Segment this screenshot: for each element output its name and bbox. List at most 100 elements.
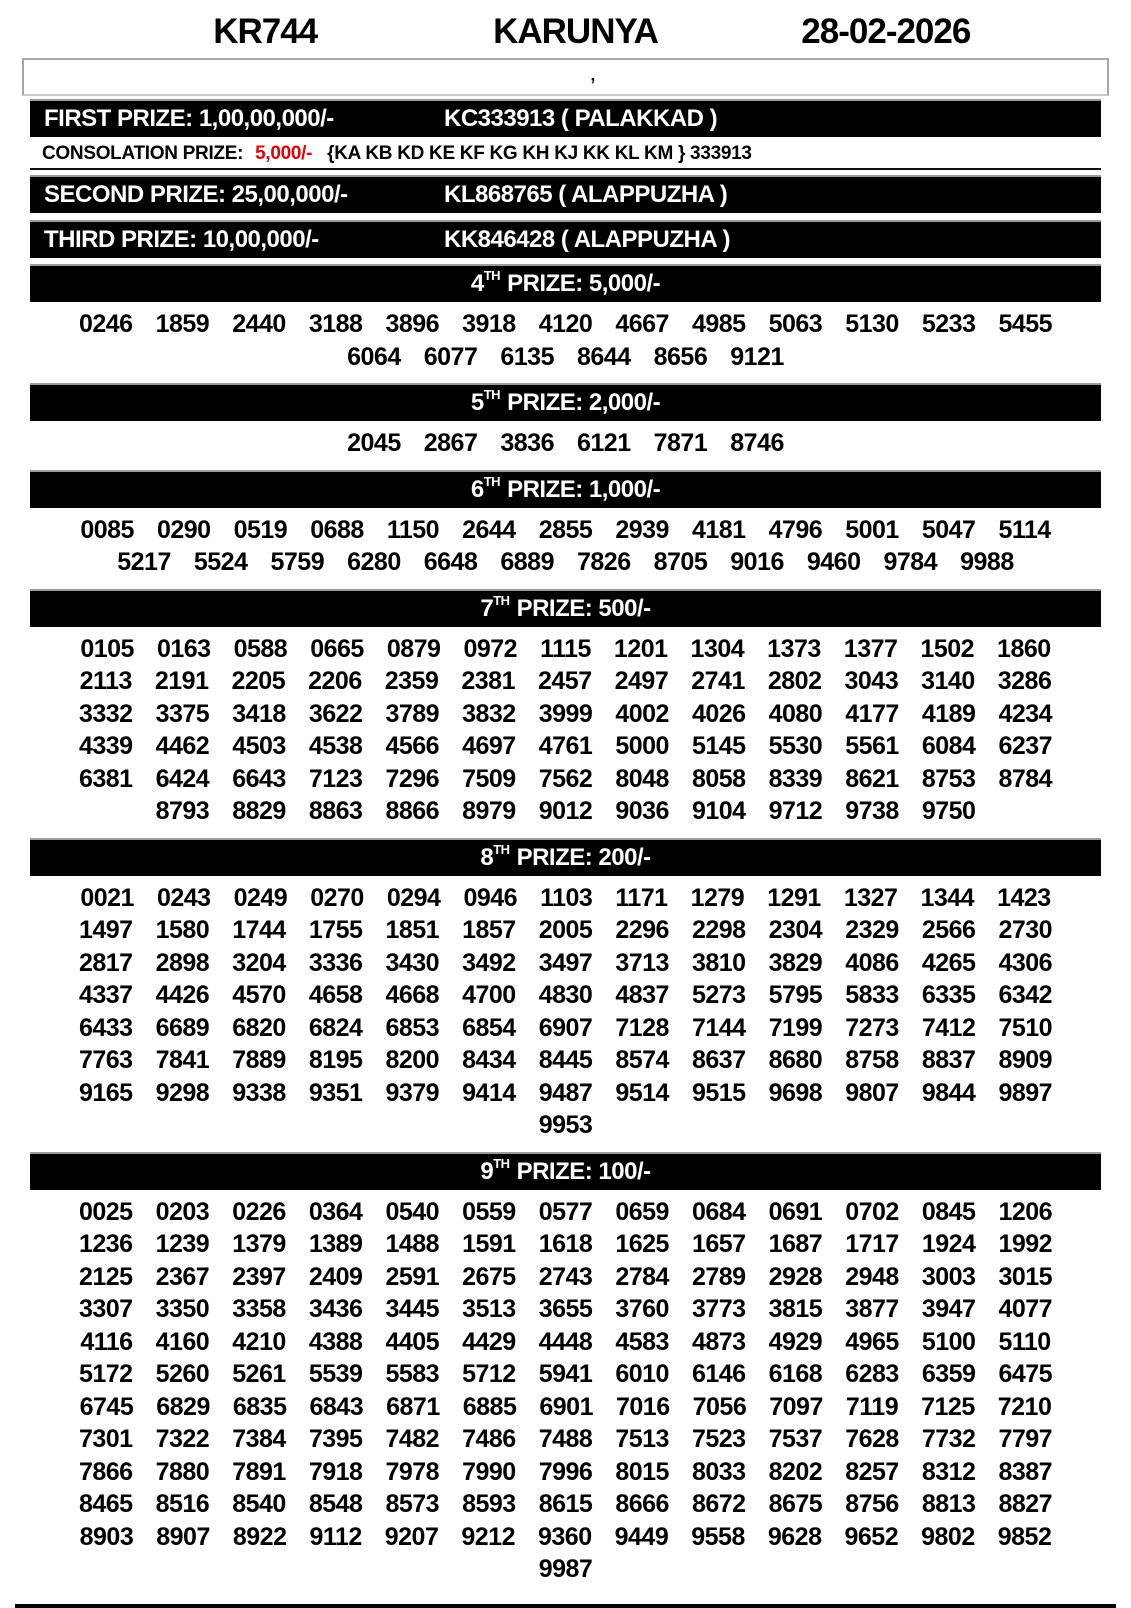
prize-number: 4210 bbox=[232, 1327, 286, 1356]
number-row: 1497 1580 1744 1755 1851 1857 2005 2296 2298 2304… bbox=[0, 914, 1131, 947]
prize-number: 8672 bbox=[691, 1490, 746, 1518]
prize-number: 7412 bbox=[921, 1013, 976, 1042]
prize-number: 4503 bbox=[232, 732, 286, 760]
prize-section-9th: 9 TH PRIZE: 100/- 0025 0203 0226 0364 0540 0559… bbox=[0, 1151, 1131, 1590]
prize-number: 5047 bbox=[921, 515, 976, 544]
prize-number: 7144 bbox=[691, 1013, 746, 1042]
prize-number: 4761 bbox=[538, 732, 593, 760]
prize-number: 3829 bbox=[768, 948, 823, 977]
prize-number: 4177 bbox=[845, 699, 899, 728]
prize-number: 3999 bbox=[538, 699, 593, 728]
prize-number: 2113 bbox=[79, 667, 133, 695]
prize-9th-ordinal: 9 bbox=[480, 1157, 494, 1185]
prize-number: 9379 bbox=[385, 1078, 440, 1107]
prize-number: 2381 bbox=[461, 667, 515, 695]
prize-number: 4426 bbox=[155, 981, 210, 1009]
prize-number: 6077 bbox=[423, 342, 478, 371]
prize-number: 1201 bbox=[613, 634, 668, 663]
prize-number: 0226 bbox=[232, 1197, 286, 1226]
prize-number: 1389 bbox=[308, 1230, 363, 1258]
number-row: 8903 8907 8922 9112 9207 9212 9360 9449 9558 9628… bbox=[0, 1521, 1131, 1554]
prize-number: 6084 bbox=[921, 732, 976, 760]
prize-number: 8621 bbox=[845, 764, 899, 793]
number-row: 6381 6424 6643 7123 7296 7509 7562 8048 8058 8339… bbox=[0, 763, 1131, 796]
prize-8th-ordinal: 8 bbox=[480, 843, 494, 871]
prize-number: 3003 bbox=[921, 1262, 976, 1291]
empty-input-box[interactable]: ’ bbox=[22, 58, 1109, 96]
number-row: 2817 2898 3204 3336 3430 3492 3497 3713 3810 3829… bbox=[0, 947, 1131, 980]
prize-6th-title: PRIZE: 1,000/- bbox=[507, 475, 661, 503]
prize-number: 8516 bbox=[155, 1490, 210, 1518]
prize-number: 8644 bbox=[577, 342, 631, 371]
prize-number: 1103 bbox=[540, 883, 593, 912]
number-row: 0085 0290 0519 0688 1150 2644 2855 2939 4181 4796… bbox=[0, 514, 1131, 547]
prize-number: 1657 bbox=[691, 1230, 746, 1258]
prize-number: 3713 bbox=[615, 948, 669, 977]
prize-number: 8312 bbox=[921, 1457, 976, 1486]
prize-number: 1744 bbox=[232, 916, 286, 944]
prize-5th-numbers: 2045 2867 3836 6121 7871 8746 bbox=[0, 425, 1131, 464]
prize-number: 3815 bbox=[768, 1295, 823, 1323]
prize-number: 9514 bbox=[615, 1078, 669, 1107]
prize-number: 5100 bbox=[921, 1327, 976, 1356]
prize-number: 4306 bbox=[998, 948, 1053, 977]
prize-number: 8465 bbox=[78, 1490, 133, 1518]
prize-number: 6901 bbox=[539, 1392, 593, 1421]
prize-number: 9844 bbox=[921, 1078, 976, 1107]
prize-number: 3918 bbox=[462, 310, 516, 338]
prize-section-8th: 8 TH PRIZE: 200/- 0021 0243 0249 0270 0294 0946… bbox=[0, 837, 1131, 1146]
prize-number: 7562 bbox=[538, 764, 593, 793]
prize-number: 4429 bbox=[462, 1327, 516, 1356]
prize-number: 2855 bbox=[538, 515, 593, 544]
number-row: 4339 4462 4503 4538 4566 4697 4761 5000 5145 5530… bbox=[0, 730, 1131, 763]
prize-number: 2304 bbox=[768, 916, 823, 944]
prize-number: 6853 bbox=[385, 1013, 440, 1042]
prize-number: 5261 bbox=[232, 1360, 286, 1388]
prize-number: 1423 bbox=[997, 883, 1051, 912]
prize-7th-header: 7 TH PRIZE: 500/- bbox=[30, 588, 1101, 627]
prize-number: 7322 bbox=[155, 1425, 210, 1453]
prize-number: 3947 bbox=[921, 1295, 976, 1323]
prize-number: 8339 bbox=[768, 764, 823, 793]
prize-section-7th: 7 TH PRIZE: 500/- 0105 0163 0588 0665 0879 0972… bbox=[0, 588, 1131, 832]
prize-number: 6237 bbox=[998, 732, 1053, 760]
prize-number: 6359 bbox=[921, 1360, 976, 1388]
prize-number: 6433 bbox=[78, 1013, 133, 1042]
prize-number: 3204 bbox=[232, 948, 286, 977]
third-prize-label: THIRD PRIZE: 10,00,000/- bbox=[44, 226, 319, 253]
prize-number: 3622 bbox=[308, 699, 363, 728]
prize-number: 1687 bbox=[768, 1230, 823, 1258]
prize-number: 9360 bbox=[538, 1522, 592, 1551]
prize-number: 5712 bbox=[462, 1360, 516, 1388]
prize-number: 4388 bbox=[308, 1327, 363, 1356]
prize-number: 8758 bbox=[845, 1046, 899, 1074]
prize-number: 4026 bbox=[691, 699, 746, 728]
prize-number: 8909 bbox=[998, 1046, 1053, 1074]
prize-number: 7301 bbox=[78, 1425, 133, 1453]
prize-number: 3810 bbox=[691, 948, 746, 977]
prize-8th-numbers: 0021 0243 0249 0270 0294 0946 1103 1171 1279 1291… bbox=[0, 880, 1131, 1146]
prize-number: 9988 bbox=[960, 548, 1014, 576]
prize-number: 5114 bbox=[998, 515, 1051, 544]
prize-number: 3350 bbox=[155, 1295, 210, 1323]
prize-number: 6381 bbox=[78, 764, 133, 793]
prize-number: 6648 bbox=[423, 548, 478, 576]
prize-number: 1755 bbox=[308, 916, 363, 944]
prize-number: 1150 bbox=[386, 515, 440, 544]
prize-number: 6121 bbox=[577, 429, 631, 457]
prize-number: 2743 bbox=[538, 1262, 593, 1291]
prize-number: 0105 bbox=[80, 634, 134, 663]
prize-number: 8434 bbox=[462, 1046, 516, 1074]
prize-6th-ordinal: 6 bbox=[470, 475, 484, 503]
prize-number: 7128 bbox=[615, 1013, 669, 1042]
prize-number: 2440 bbox=[232, 310, 286, 338]
prize-number: 4538 bbox=[308, 732, 363, 760]
prize-number: 8705 bbox=[653, 548, 708, 576]
prize-9th-numbers: 0025 0203 0226 0364 0540 0559 0577 0659 0684 0691… bbox=[0, 1194, 1131, 1590]
prize-number: 6280 bbox=[347, 548, 401, 576]
prize-number: 4965 bbox=[845, 1327, 899, 1356]
prize-number: 4566 bbox=[385, 732, 440, 760]
prize-number: 5233 bbox=[921, 310, 976, 338]
prize-number: 3188 bbox=[308, 310, 363, 338]
prize-4th-numbers: 0246 1859 2440 3188 3896 3918 4120 4667 4985 5063… bbox=[0, 306, 1131, 377]
